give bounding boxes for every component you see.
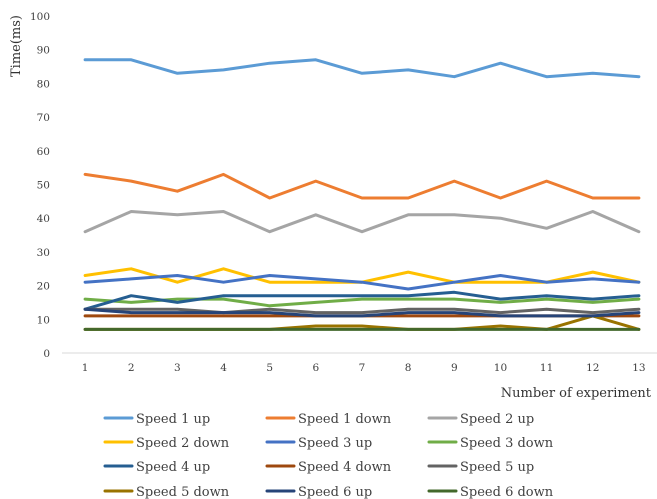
y-tick-label: 40 xyxy=(37,213,50,225)
x-axis-ticks: 1 2 3 4 5 6 7 8 9 10 11 12 13 xyxy=(82,362,646,374)
series-line-speed-1-down xyxy=(83,172,641,200)
legend-label: Speed 3 up xyxy=(298,436,372,451)
x-tick-label: 10 xyxy=(494,362,507,374)
x-tick-label: 11 xyxy=(540,362,553,374)
x-tick-label: 2 xyxy=(128,362,135,374)
legend-label: Speed 5 up xyxy=(460,460,534,475)
y-tick-label: 0 xyxy=(43,348,50,360)
series-line-speed-3-up xyxy=(83,274,641,291)
x-tick-label: 13 xyxy=(632,362,645,374)
y-axis-title: Time(ms) xyxy=(9,15,24,77)
y-tick-label: 60 xyxy=(37,146,50,158)
legend: Speed 1 up Speed 1 down Speed 2 up Speed 2 … xyxy=(103,412,554,499)
y-tick-label: 90 xyxy=(37,45,50,57)
x-axis-title: Number of experiment xyxy=(501,386,652,401)
x-tick-label: 1 xyxy=(82,362,89,374)
x-tick-label: 5 xyxy=(266,362,273,374)
series-line-speed-1-up xyxy=(83,58,641,79)
legend-label: Speed 1 up xyxy=(136,412,210,427)
series-line-speed-5-down xyxy=(83,314,641,331)
legend-label: Speed 4 up xyxy=(136,460,210,475)
legend-label: Speed 4 down xyxy=(298,460,392,475)
x-tick-label: 12 xyxy=(586,362,599,374)
x-tick-label: 7 xyxy=(359,362,366,374)
series-line-speed-6-up xyxy=(83,307,641,318)
x-tick-label: 8 xyxy=(405,362,412,374)
series-line-speed-5-up xyxy=(83,307,641,315)
series-line-speed-2-up xyxy=(83,210,641,234)
legend-label: Speed 3 down xyxy=(460,436,554,451)
legend-label: Speed 2 down xyxy=(136,436,230,451)
y-tick-label: 80 xyxy=(37,78,50,90)
y-tick-label: 50 xyxy=(37,180,50,192)
legend-label: Speed 5 down xyxy=(136,485,230,499)
x-tick-label: 4 xyxy=(220,362,227,374)
x-tick-label: 3 xyxy=(174,362,181,374)
y-tick-label: 30 xyxy=(37,247,50,259)
series-line-speed-4-up xyxy=(83,290,641,311)
legend-label: Speed 6 down xyxy=(460,485,554,499)
y-axis-ticks: 0 10 20 30 40 50 60 70 80 90 100 xyxy=(30,11,50,360)
y-tick-label: 100 xyxy=(30,11,50,23)
x-tick-label: 9 xyxy=(451,362,458,374)
series-line-speed-3-down xyxy=(83,297,641,308)
series-lines xyxy=(83,58,641,331)
legend-label: Speed 6 up xyxy=(298,485,372,499)
y-tick-label: 70 xyxy=(37,112,50,124)
legend-label: Speed 2 up xyxy=(460,412,534,427)
x-tick-label: 6 xyxy=(313,362,320,374)
legend-label: Speed 1 down xyxy=(298,412,392,427)
y-tick-label: 10 xyxy=(37,314,50,326)
y-tick-label: 20 xyxy=(37,281,50,293)
